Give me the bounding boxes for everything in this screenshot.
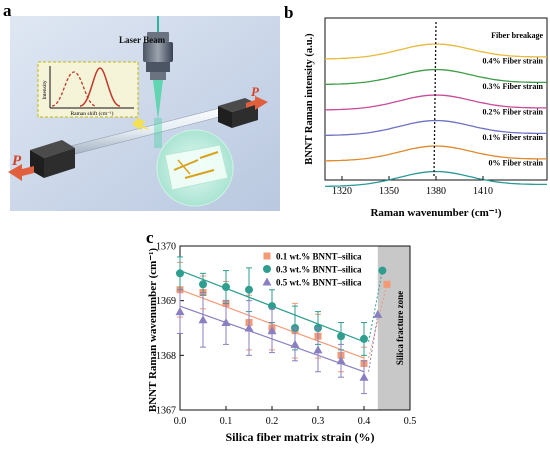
- panel-b-label: b: [284, 3, 293, 22]
- fracture-zone-label: Silica fracture zone: [395, 291, 405, 365]
- spectrum-curve: [324, 119, 547, 137]
- fracture-jump-line: [368, 284, 388, 359]
- x-tick-label: 1410: [473, 186, 493, 197]
- spectrum-curve: [324, 145, 547, 162]
- spectrum-label: Fiber breakage: [491, 31, 543, 40]
- force-arrow-left: [8, 164, 34, 181]
- panel-c-plot: Silica fracture zone 0.0 0.1 0.2 0.3 0.4 0.5 13…: [156, 242, 416, 428]
- data-point-circle: [222, 283, 230, 291]
- spark-icon: [132, 118, 150, 132]
- legend-entry: 0.5 wt.% BNNT–silica: [276, 278, 362, 288]
- spectrum-label: 0.1% Fiber strain: [482, 133, 543, 142]
- data-point-triangle: [290, 339, 300, 348]
- panel-a-label: a: [3, 1, 12, 20]
- magnified-view: [154, 118, 234, 207]
- panel-c-label: c: [146, 228, 154, 247]
- panel-c: c Silica fracture zone 0.0 0.1 0.2 0.3 0.4 0.5…: [146, 228, 416, 444]
- y-tick-label: 1368: [156, 351, 176, 362]
- force-arrow-right: [246, 96, 268, 110]
- data-point-triangle: [244, 323, 254, 332]
- inset-peak-original: [79, 67, 121, 107]
- y-tick-label: 1370: [156, 242, 176, 253]
- y-tick-label: 1367: [156, 406, 176, 417]
- data-point-triangle: [262, 277, 272, 286]
- data-point-circle: [199, 280, 207, 289]
- data-point-triangle: [267, 326, 277, 335]
- data-point-circle: [268, 302, 276, 311]
- x-tick-label: 0.3: [312, 416, 325, 427]
- legend-entry: 0.3 wt.% BNNT–silica: [276, 265, 362, 275]
- laser-beam-label: Laser Beam: [119, 35, 166, 45]
- clamp-right: [218, 98, 258, 128]
- x-tick-label: 0.5: [404, 416, 417, 427]
- data-point-circle: [263, 265, 271, 273]
- x-tick-label: 1320: [332, 186, 352, 197]
- data-point-circle: [360, 334, 368, 343]
- panel-b-ylabel: BNNT Raman intensity (a.u.): [304, 33, 315, 165]
- inset-peak-shifted: [51, 71, 97, 107]
- x-tick-label: 0.2: [266, 416, 279, 427]
- data-point-square: [383, 280, 391, 288]
- panel-c-ylabel: BNNT Raman wavenumber (cm⁻¹): [147, 248, 159, 413]
- spectrum-label: 0.2% Fiber strain: [482, 108, 543, 117]
- x-tick-label: 0.1: [220, 416, 233, 427]
- data-point-circle: [176, 269, 184, 278]
- data-point-triangle: [198, 315, 208, 324]
- laser-objective: [143, 16, 173, 120]
- peak-position-line: [433, 21, 437, 177]
- force-label-right: P: [251, 84, 260, 99]
- x-tick-label: 1380: [426, 186, 446, 197]
- spectrum-curve: [324, 68, 547, 86]
- data-point-triangle: [373, 309, 383, 318]
- panel-b-xlabel: Raman wavenumber (cm⁻¹): [370, 207, 501, 219]
- raman-shift-inset: Intensity Raman shift (cm⁻¹): [37, 61, 139, 118]
- spectrum-label: 0.4% Fiber strain: [482, 57, 543, 66]
- x-tick-label: 0.0: [174, 416, 187, 427]
- x-tick-label: 1350: [379, 186, 399, 197]
- data-point-circle: [245, 285, 253, 294]
- spectrum-label: 0% Fiber strain: [488, 159, 543, 168]
- data-point-circle: [378, 266, 387, 275]
- data-point-triangle: [175, 307, 185, 316]
- clamp-left: [30, 140, 75, 178]
- y-tick-label: 1369: [156, 296, 176, 307]
- data-point-triangle: [221, 318, 231, 327]
- data-point-triangle: [313, 345, 323, 354]
- panel-b: b Fiber breakage 0.4% Fiber strain 0.3% Fi…: [284, 3, 548, 219]
- fracture-jump-line: [368, 270, 383, 342]
- panel-b-curves: Fiber breakage 0.4% Fiber strain 0.3% Fibe…: [324, 31, 547, 188]
- inset-ylabel: Intensity: [42, 80, 48, 99]
- spectrum-curve: [324, 170, 547, 188]
- data-point-triangle: [359, 372, 369, 381]
- fracture-jump-line: [368, 314, 379, 372]
- x-tick-label: 0.4: [358, 416, 371, 427]
- legend-entry: 0.1 wt.% BNNT–silica: [276, 252, 362, 262]
- panel-a: a Laser Beam Intensity Raman shift (cm⁻¹…: [3, 1, 280, 211]
- panel-b-x-axis: 1320 1350 1380 1410: [332, 176, 493, 197]
- data-point-triangle: [336, 356, 346, 365]
- data-point-square: [263, 252, 271, 260]
- force-label-left: P: [12, 153, 22, 169]
- data-point-circle: [337, 332, 345, 341]
- panel-c-xlabel: Silica fiber matrix strain (%): [225, 430, 374, 444]
- spectrum-curve: [324, 94, 547, 111]
- inset-xlabel: Raman shift (cm⁻¹): [70, 110, 113, 117]
- spectrum-label: 0.3% Fiber strain: [482, 82, 543, 91]
